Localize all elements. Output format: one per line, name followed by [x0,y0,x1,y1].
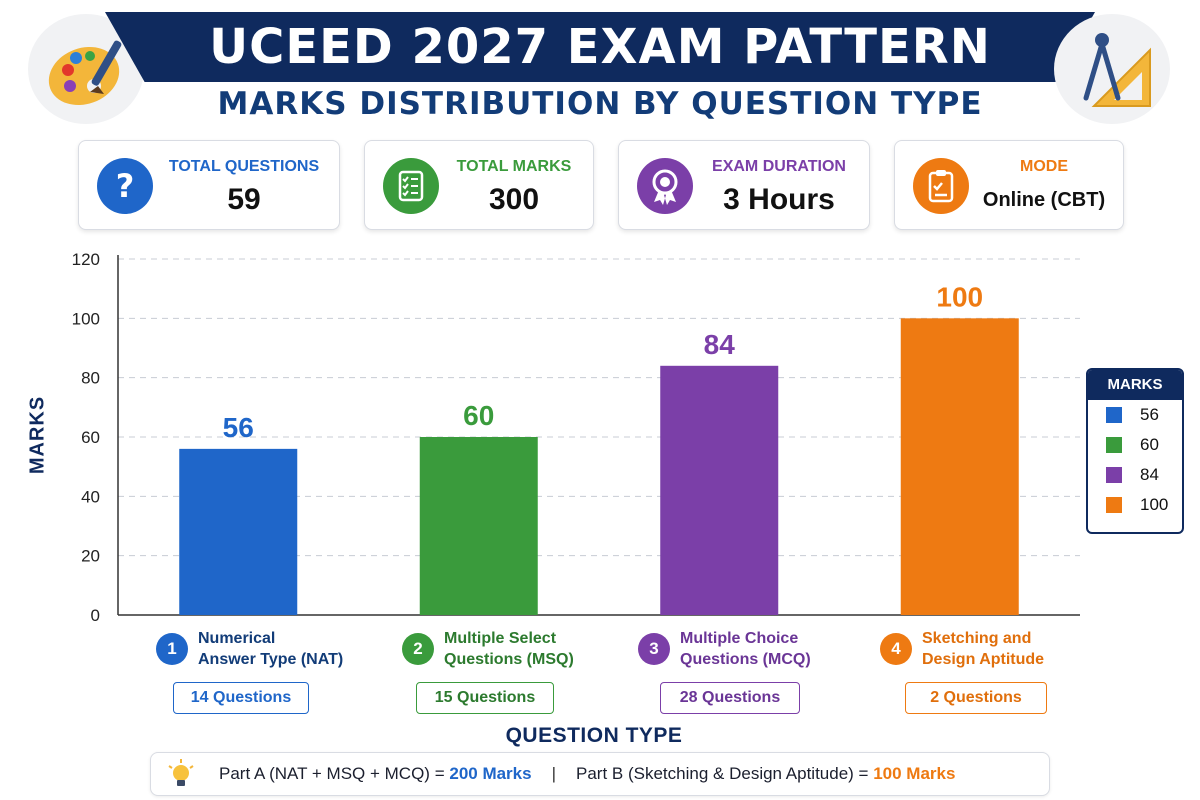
stat-label: MODE [1020,158,1068,175]
page-subtitle: MARKS DISTRIBUTION BY QUESTION TYPE [217,86,983,122]
category-number-badge: 4 [880,633,912,665]
bar-chart: 0 20 40 60 80 100 120 56 60 84 100 [72,250,1080,625]
medal-icon [637,158,693,214]
category-label-mcq: 3 Multiple Choice Questions (MCQ) [638,628,811,670]
category-number-badge: 2 [402,633,434,665]
bar [419,437,538,615]
category-label-nat: 1 Numerical Answer Type (NAT) [156,628,343,670]
legend-swatch [1106,497,1122,513]
category-name: Multiple Select Questions (MSQ) [444,630,574,668]
part-b-text: Part B (Sketching & Design Aptitude) = [576,764,874,783]
category-name: Numerical Answer Type (NAT) [198,630,344,668]
x-axis-label: QUESTION TYPE [505,724,683,747]
lightbulb-icon [168,759,194,786]
title-banner: UCEED 2027 EXAM PATTERN [105,12,1095,82]
category-name: Multiple Choice Questions (MCQ) [680,630,811,668]
y-tick-label: 40 [81,487,100,506]
bar [900,318,1019,615]
stat-label: EXAM DURATION [712,158,846,175]
category-name: Sketching and Design Aptitude [922,630,1045,668]
svg-text:?: ? [116,167,135,205]
stat-card-mode: MODE Online (CBT) [894,140,1124,230]
stat-card-exam-duration: EXAM DURATION 3 Hours [618,140,870,230]
legend-swatch [1106,467,1122,483]
legend-value: 56 [1140,405,1159,424]
y-tick-label: 0 [91,606,100,625]
legend-value: 60 [1140,435,1159,454]
question-count-badge: 15 Questions [416,682,554,714]
footer-separator: | [551,764,557,783]
category-number-badge: 1 [156,633,188,665]
category-number-badge: 3 [638,633,670,665]
legend-item: 100 [1088,490,1182,520]
stat-card-total-marks: TOTAL MARKS 300 [364,140,594,230]
bar-data-label: 100 [936,281,983,312]
bar [660,365,779,615]
stat-value: 300 [488,183,540,216]
stat-value: Online (CBT) [982,189,1106,211]
stat-label: TOTAL MARKS [456,158,572,175]
question-count-badge: 28 Questions [660,682,800,714]
legend-item: 56 [1088,400,1182,430]
y-tick-label: 20 [81,547,100,566]
legend-swatch [1106,407,1122,423]
compass-set-square-icon [1054,14,1170,124]
category-label-sketching: 4 Sketching and Design Aptitude [880,628,1044,670]
marks-summary-footer: Part A (NAT + MSQ + MCQ) = 200 Marks | Par… [150,752,1050,796]
stat-value: 3 Hours [723,183,835,216]
y-tick-label: 120 [72,250,100,269]
y-tick-label: 60 [81,428,100,447]
legend-value: 84 [1140,465,1159,484]
question-count-badge: 14 Questions [173,682,309,714]
question-count-badge: 2 Questions [905,682,1047,714]
bar-data-label: 84 [704,329,736,360]
stat-label: TOTAL QUESTIONS [168,158,320,175]
stat-card-total-questions: ? TOTAL QUESTIONS 59 [78,140,340,230]
bar [179,448,298,615]
footer-text: Part A (NAT + MSQ + MCQ) = 200 Marks | Par… [219,764,955,784]
y-tick-label: 100 [72,309,100,328]
chart-legend: MARKS 56 60 84 100 [1086,368,1184,534]
y-axis-label: MARKS [26,395,49,475]
bar-data-label: 56 [223,412,254,443]
bar-data-label: 60 [463,400,494,431]
legend-swatch [1106,437,1122,453]
legend-item: 84 [1088,460,1182,490]
stat-value: 59 [227,183,261,216]
checklist-icon [383,158,439,214]
legend-title: MARKS [1088,370,1182,400]
page-title: UCEED 2027 EXAM PATTERN [209,19,991,75]
part-a-marks: 200 Marks [449,764,532,783]
y-tick-label: 80 [81,369,100,388]
part-b-marks: 100 Marks [873,764,956,783]
legend-value: 100 [1140,495,1169,514]
category-label-msq: 2 Multiple Select Questions (MSQ) [402,628,574,670]
legend-item: 60 [1088,430,1182,460]
part-a-text: Part A (NAT + MSQ + MCQ) = [219,764,450,783]
question-mark-icon: ? [97,158,153,214]
clipboard-icon [913,158,969,214]
